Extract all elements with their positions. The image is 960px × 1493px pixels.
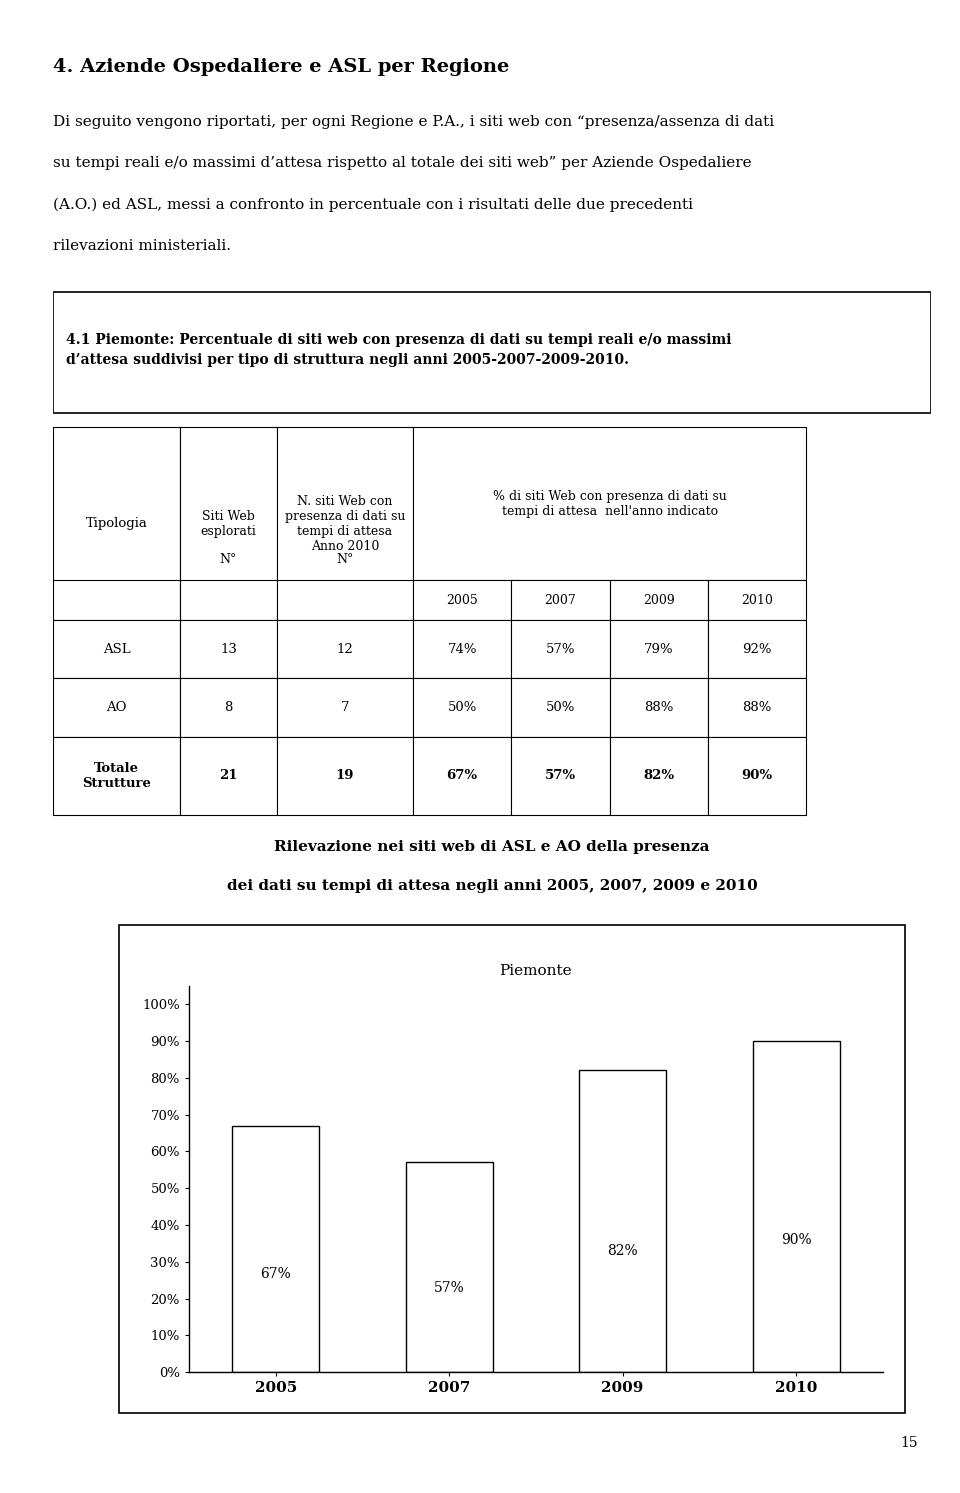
Text: 7: 7 bbox=[341, 702, 349, 714]
Text: 74%: 74% bbox=[447, 643, 477, 655]
Bar bbox=[708, 620, 806, 678]
Bar bbox=[119, 924, 905, 1412]
Bar bbox=[180, 427, 276, 620]
Text: Totale
Strutture: Totale Strutture bbox=[82, 761, 151, 790]
Text: 90%: 90% bbox=[742, 769, 773, 782]
Text: % di siti Web con presenza di dati su
tempi di attesa  nell'anno indicato: % di siti Web con presenza di dati su te… bbox=[492, 490, 727, 518]
Text: 2009: 2009 bbox=[643, 594, 675, 606]
Bar bbox=[180, 620, 276, 678]
Text: 8: 8 bbox=[225, 702, 232, 714]
Bar bbox=[413, 427, 806, 579]
Bar bbox=[180, 678, 276, 736]
Text: 4.1 Piemonte: Percentuale di siti web con presenza di dati su tempi reali e/o ma: 4.1 Piemonte: Percentuale di siti web co… bbox=[66, 333, 732, 367]
Text: 88%: 88% bbox=[644, 702, 674, 714]
Bar bbox=[413, 620, 512, 678]
Bar bbox=[53, 427, 180, 620]
Bar bbox=[413, 678, 512, 736]
Text: 19: 19 bbox=[336, 769, 354, 782]
Text: N. siti Web con
presenza di dati su
tempi di attesa
Anno 2010: N. siti Web con presenza di dati su temp… bbox=[285, 494, 405, 552]
Bar bbox=[276, 736, 413, 815]
Bar bbox=[512, 736, 610, 815]
Text: 13: 13 bbox=[220, 643, 237, 655]
Bar bbox=[708, 736, 806, 815]
Text: Rilevazione nei siti web di ASL e AO della presenza: Rilevazione nei siti web di ASL e AO del… bbox=[275, 839, 709, 854]
Bar bbox=[53, 736, 180, 815]
Text: dei dati su tempi di attesa negli anni 2005, 2007, 2009 e 2010: dei dati su tempi di attesa negli anni 2… bbox=[227, 879, 757, 893]
Bar bbox=[512, 579, 610, 620]
Bar bbox=[708, 579, 806, 620]
Bar bbox=[276, 427, 413, 620]
Text: 2005: 2005 bbox=[446, 594, 478, 606]
Text: 82%: 82% bbox=[643, 769, 675, 782]
Text: 2007: 2007 bbox=[544, 594, 576, 606]
Text: 57%: 57% bbox=[545, 769, 576, 782]
Bar bbox=[276, 620, 413, 678]
Bar bbox=[413, 736, 512, 815]
Text: 67%: 67% bbox=[446, 769, 478, 782]
Text: 50%: 50% bbox=[447, 702, 477, 714]
Text: 2010: 2010 bbox=[741, 594, 773, 606]
Text: 88%: 88% bbox=[743, 702, 772, 714]
Text: 79%: 79% bbox=[644, 643, 674, 655]
Bar bbox=[180, 736, 276, 815]
Text: 12: 12 bbox=[337, 643, 353, 655]
Bar bbox=[53, 620, 180, 678]
Text: 57%: 57% bbox=[546, 643, 575, 655]
Text: AO: AO bbox=[107, 702, 127, 714]
Text: 92%: 92% bbox=[742, 643, 772, 655]
Text: 15: 15 bbox=[900, 1436, 918, 1450]
Bar bbox=[610, 736, 708, 815]
Bar bbox=[53, 678, 180, 736]
Text: N°: N° bbox=[336, 554, 353, 566]
Bar bbox=[413, 579, 512, 620]
Text: 21: 21 bbox=[219, 769, 238, 782]
Text: ASL: ASL bbox=[103, 643, 131, 655]
Bar bbox=[610, 620, 708, 678]
Text: Siti Web
esplorati: Siti Web esplorati bbox=[201, 509, 256, 537]
Bar bbox=[512, 620, 610, 678]
Bar bbox=[610, 678, 708, 736]
Text: Tipologia: Tipologia bbox=[85, 517, 148, 530]
Bar bbox=[610, 579, 708, 620]
Text: Di seguito vengono riportati, per ogni Regione e P.A., i siti web con “presenza/: Di seguito vengono riportati, per ogni R… bbox=[53, 115, 774, 254]
Bar bbox=[512, 678, 610, 736]
Text: N°: N° bbox=[220, 554, 237, 566]
Text: 50%: 50% bbox=[546, 702, 575, 714]
Text: 4. Aziende Ospedaliere e ASL per Regione: 4. Aziende Ospedaliere e ASL per Regione bbox=[53, 58, 509, 76]
Bar bbox=[276, 678, 413, 736]
Bar bbox=[708, 678, 806, 736]
